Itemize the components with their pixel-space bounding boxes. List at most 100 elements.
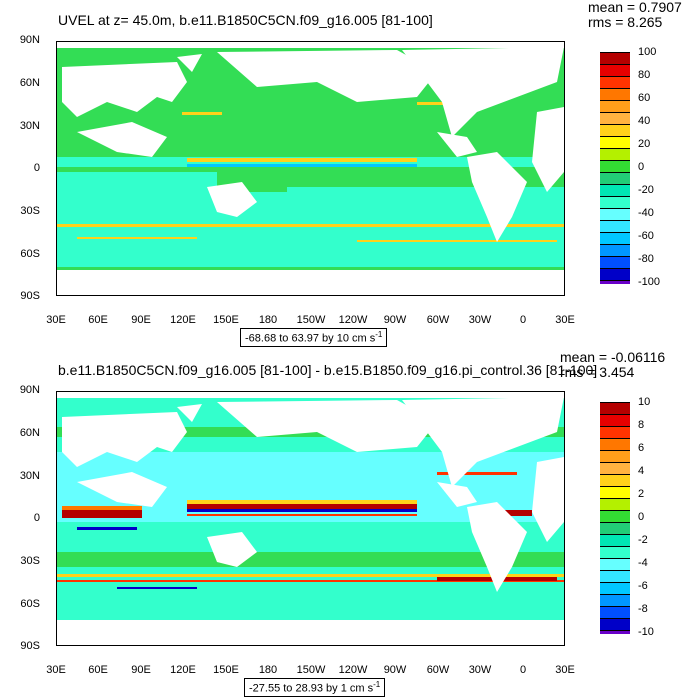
legend-label: 4 xyxy=(638,465,645,477)
legend-swatch xyxy=(600,594,630,606)
lon-label: 150W xyxy=(296,664,326,676)
contour-range: -68.68 to 63.97 by 10 cm s-1 xyxy=(240,328,388,347)
legend-label: -10 xyxy=(638,626,654,638)
panel-title: b.e11.B1850C5CN.f09_g16.005 [81-100] - b… xyxy=(58,362,598,378)
legend-swatch xyxy=(600,618,630,630)
legend-swatch xyxy=(600,184,630,196)
legend-swatch xyxy=(600,582,630,594)
legend-swatch xyxy=(600,630,630,634)
color-legend: 10 8 6 4 2 0 -2 -4 -6 -8 -10 xyxy=(600,396,654,638)
legend-swatch xyxy=(600,76,630,88)
color-legend: 100 80 60 40 20 0 -20 -40 -60 -80 -100 xyxy=(600,46,660,288)
contour-range-text: -68.68 to 63.97 by 10 cm s xyxy=(245,332,376,345)
lon-label: 120W xyxy=(338,664,368,676)
legend-label: 20 xyxy=(638,138,651,150)
legend-swatch xyxy=(600,172,630,184)
lon-label: 120E xyxy=(170,664,196,676)
lat-label: 60S xyxy=(20,598,40,610)
lon-label: 30W xyxy=(468,664,492,676)
lat-label: 30N xyxy=(19,470,40,482)
lon-label: 150E xyxy=(213,664,239,676)
legend-swatch xyxy=(600,414,630,426)
lat-label: 30S xyxy=(20,205,40,217)
lat-label: 0 xyxy=(33,512,40,524)
legend-swatch xyxy=(600,208,630,220)
lon-label: 120E xyxy=(170,314,196,326)
panel-top: UVEL at z= 45.0m, b.e11.B1850C5CN.f09_g1… xyxy=(19,0,682,347)
legend-swatch xyxy=(600,606,630,618)
legend-label: -40 xyxy=(638,207,654,219)
legend-label: 2 xyxy=(638,488,645,500)
legend-swatch xyxy=(600,64,630,76)
lat-label: 90N xyxy=(19,384,40,396)
lat-label: 60N xyxy=(19,427,40,439)
lon-label: 60W xyxy=(426,314,450,326)
legend-label: 40 xyxy=(638,115,651,127)
legend-label: -2 xyxy=(638,534,648,546)
legend-swatch xyxy=(600,558,630,570)
legend-swatch xyxy=(600,570,630,582)
lon-label: 30W xyxy=(468,314,492,326)
legend-label: 10 xyxy=(638,396,651,408)
legend-swatch xyxy=(600,112,630,124)
legend-swatch xyxy=(600,256,630,268)
legend-swatch xyxy=(600,462,630,474)
legend-swatch xyxy=(600,280,630,284)
panel-title: UVEL at z= 45.0m, b.e11.B1850C5CN.f09_g1… xyxy=(58,12,433,28)
legend-label: 0 xyxy=(638,511,645,523)
lon-label: 120W xyxy=(338,314,368,326)
mean-value: mean = -0.06116 xyxy=(560,349,666,365)
contour-range: -27.55 to 28.93 by 1 cm s-1 xyxy=(244,678,386,697)
legend-swatch xyxy=(600,52,630,64)
legend-swatch xyxy=(600,450,630,462)
lon-label: 60E xyxy=(88,664,108,676)
legend-swatch xyxy=(600,474,630,486)
legend-swatch xyxy=(600,88,630,100)
contour-range-text: -27.55 to 28.93 by 1 cm s xyxy=(249,682,374,695)
lon-label: 0 xyxy=(519,664,527,676)
legend-swatch xyxy=(600,232,630,244)
legend-label: 0 xyxy=(638,161,645,173)
lon-label: 30E xyxy=(555,314,575,326)
map-svg xyxy=(57,42,564,295)
lon-label: 90W xyxy=(383,664,407,676)
legend-swatch xyxy=(600,486,630,498)
lon-label: 150W xyxy=(296,314,326,326)
lat-label: 0 xyxy=(33,162,40,174)
lat-label: 60N xyxy=(19,77,40,89)
rms-value: rms = 3.454 xyxy=(560,364,635,380)
lon-label: 90E xyxy=(131,664,151,676)
legend-swatch xyxy=(600,268,630,280)
lon-label: 30E xyxy=(46,664,66,676)
lat-label: 90S xyxy=(20,290,40,302)
lon-label: 180 xyxy=(258,314,278,326)
legend-swatch xyxy=(600,546,630,558)
lat-label: 60S xyxy=(20,248,40,260)
legend-label: -80 xyxy=(638,253,654,265)
legend-swatch xyxy=(600,438,630,450)
legend-swatch xyxy=(600,522,630,534)
lon-label: 90E xyxy=(131,314,151,326)
lon-label: 90W xyxy=(383,314,407,326)
legend-label: -4 xyxy=(638,557,648,569)
panel-bottom: b.e11.B1850C5CN.f09_g16.005 [81-100] - b… xyxy=(0,350,700,700)
legend-label: -20 xyxy=(638,184,654,196)
lat-label: 30N xyxy=(19,120,40,132)
legend-swatch xyxy=(600,510,630,522)
contour-range-sup: -1 xyxy=(375,330,383,339)
lat-label: 30S xyxy=(20,555,40,567)
legend-label: 100 xyxy=(638,46,657,58)
legend-label: -8 xyxy=(638,603,648,615)
legend-label: 8 xyxy=(638,419,645,431)
legend-swatch xyxy=(600,220,630,232)
legend-label: -6 xyxy=(638,580,648,592)
legend-swatch xyxy=(600,160,630,172)
legend-swatch xyxy=(600,244,630,256)
lon-label: 30E xyxy=(555,664,575,676)
contour-range-sup: -1 xyxy=(373,680,381,689)
legend-swatch xyxy=(600,136,630,148)
legend-label: 80 xyxy=(638,69,651,81)
lat-label: 90N xyxy=(19,34,40,46)
map-svg xyxy=(57,392,564,645)
legend-swatch xyxy=(600,148,630,160)
